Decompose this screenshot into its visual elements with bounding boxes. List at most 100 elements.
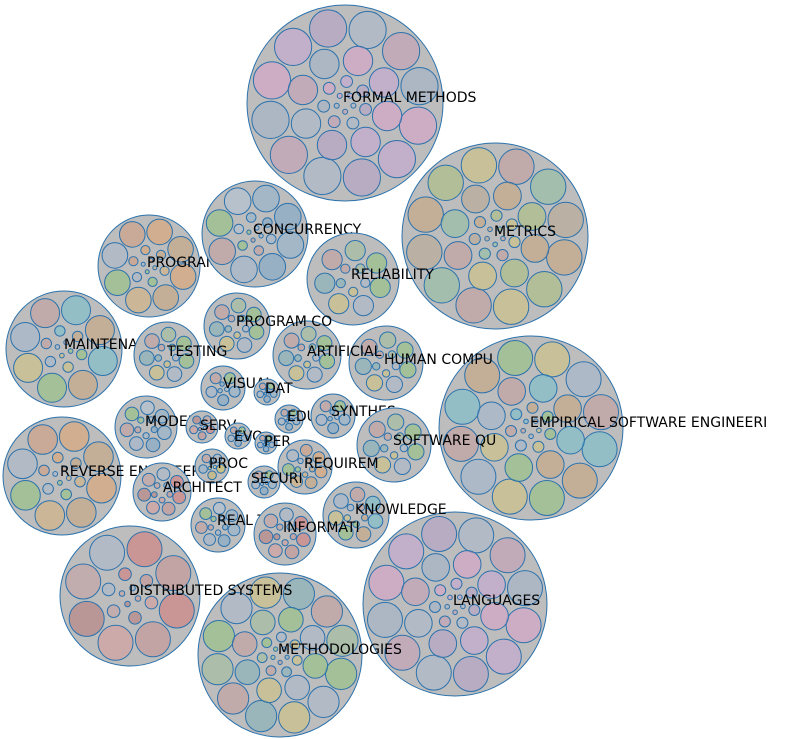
inner-circle [296, 532, 311, 548]
inner-circle [282, 577, 315, 611]
inner-circle [523, 418, 529, 425]
inner-circle [289, 639, 301, 651]
inner-circle [42, 483, 54, 495]
inner-circle [258, 252, 287, 281]
inner-circle [246, 306, 262, 323]
inner-circle [289, 533, 297, 541]
inner-circle [263, 513, 279, 529]
inner-circle [278, 606, 304, 633]
inner-circle [229, 426, 238, 435]
inner-circle [289, 417, 294, 422]
cluster-knowledge: KNOWLEDGE [322, 481, 447, 549]
inner-circle [362, 439, 380, 457]
inner-circle [368, 67, 400, 98]
inner-circle [128, 611, 142, 625]
inner-circle [468, 604, 481, 616]
inner-circle [205, 385, 218, 398]
inner-circle [368, 564, 405, 601]
inner-circle [514, 439, 527, 452]
inner-circle [84, 315, 115, 346]
inner-circle [286, 414, 291, 419]
cluster-empirical-software-engineeri: EMPIRICAL SOFTWARE ENGINEERI [438, 335, 767, 521]
inner-circle [209, 372, 222, 385]
inner-circle [344, 240, 366, 262]
inner-circle [258, 382, 267, 391]
inner-circle [465, 586, 478, 599]
inner-circle [421, 553, 451, 582]
inner-circle [393, 457, 411, 475]
cluster-dat: DAT [253, 378, 293, 406]
inner-circle [434, 584, 447, 597]
inner-circle [452, 656, 489, 692]
inner-circle [224, 325, 233, 333]
inner-circle [484, 235, 490, 242]
inner-circle [526, 271, 563, 308]
inner-circle [137, 416, 145, 424]
inner-circle [361, 513, 369, 522]
inner-circle [312, 451, 326, 465]
inner-circle [256, 677, 282, 704]
inner-circle [140, 245, 151, 256]
cluster-label: INFORMATI [283, 520, 360, 536]
inner-circle [124, 406, 140, 422]
inner-circle [201, 453, 212, 464]
inner-circle [13, 352, 44, 383]
inner-circle [252, 61, 292, 100]
inner-circle [335, 278, 346, 289]
inner-circle [396, 341, 414, 359]
inner-circle [264, 480, 269, 485]
inner-circle [59, 352, 65, 359]
cluster-software-qu: SOFTWARE QU [356, 407, 496, 483]
inner-circle [304, 476, 318, 490]
inner-circle [146, 218, 173, 246]
inner-circle [333, 102, 340, 109]
inner-circle [289, 408, 298, 417]
inner-circle [553, 394, 582, 424]
inner-circle [210, 515, 217, 523]
inner-circle [327, 416, 333, 422]
inner-circle [159, 265, 170, 276]
inner-circle [118, 567, 132, 582]
inner-circle [355, 263, 366, 274]
inner-circle [536, 450, 565, 479]
inner-circle [7, 448, 38, 480]
cluster-label: KNOWLEDGE [355, 502, 447, 518]
inner-circle [342, 158, 381, 197]
inner-circle [561, 462, 598, 499]
inner-circle [325, 657, 358, 691]
inner-circle [534, 341, 571, 378]
inner-circle [125, 286, 152, 314]
inner-circle [276, 231, 305, 259]
inner-circle [328, 293, 350, 315]
inner-circle [97, 624, 134, 661]
inner-circle [287, 74, 319, 106]
cluster-synthes: SYNTHES [310, 393, 396, 439]
inner-circle [348, 286, 359, 297]
inner-circle [256, 390, 265, 399]
inner-circle [280, 408, 289, 417]
inner-circle [241, 434, 249, 442]
inner-circle [197, 426, 202, 432]
inner-circle [254, 470, 264, 480]
inner-circle [333, 493, 349, 509]
cluster-architect: ARCHITECT [132, 462, 242, 522]
inner-circle [497, 377, 527, 406]
inner-circle [202, 425, 207, 430]
inner-circle [277, 659, 283, 666]
inner-circle [306, 366, 323, 383]
inner-circle [438, 615, 451, 628]
inner-circle [286, 449, 300, 463]
inner-circle [507, 570, 543, 607]
inner-circle [544, 428, 557, 440]
inner-circle [340, 75, 354, 88]
inner-circle [270, 654, 276, 661]
inner-circle [368, 420, 386, 438]
inner-circle [214, 529, 222, 536]
inner-circle [249, 576, 282, 609]
inner-circle [61, 295, 91, 326]
cluster-testing: TESTING [133, 321, 227, 389]
inner-circle [340, 263, 351, 274]
inner-circle [281, 539, 289, 547]
inner-circle [157, 425, 172, 441]
inner-circle [146, 500, 160, 515]
